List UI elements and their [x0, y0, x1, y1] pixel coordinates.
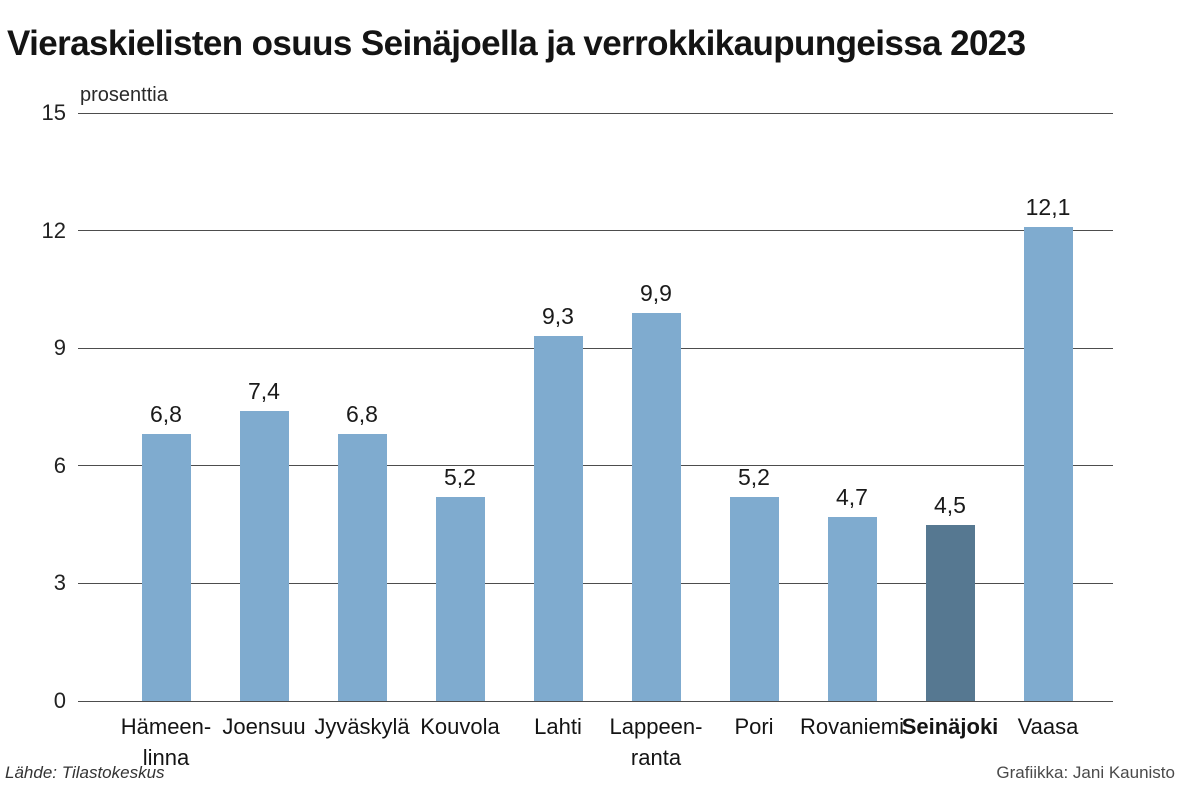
page-title: Vieraskielisten osuus Seinäjoella ja ver… [7, 24, 1026, 64]
y-axis-unit-label: prosenttia [80, 84, 168, 106]
x-axis-category-label: Pori [734, 714, 774, 739]
x-axis-category-label: Hämeen- linna [120, 714, 212, 770]
y-axis-tick-label: 6 [53, 452, 66, 478]
bar-value-label: 7,4 [248, 377, 280, 404]
bar-value-label: 9,3 [542, 303, 574, 330]
y-axis-tick-label: 3 [53, 570, 66, 596]
x-axis-category-label: Lahti [534, 714, 582, 739]
gridline [78, 465, 1113, 467]
bar-value-label: 4,5 [934, 491, 966, 518]
bar-value-label: 5,2 [444, 464, 476, 491]
bar [1023, 226, 1073, 701]
source-note: Lähde: Tilastokeskus [5, 763, 165, 782]
bar-value-label: 12,1 [1025, 193, 1071, 220]
bar [533, 336, 583, 701]
x-axis-category-label: Jyväskylä [314, 714, 410, 739]
x-axis-category-label: Vaasa [1017, 714, 1079, 739]
gridline [78, 582, 1113, 584]
bar-value-label: 6,8 [150, 401, 182, 428]
bar-value-label: 6,8 [346, 401, 378, 428]
bar [239, 410, 289, 701]
bar-value-label: 4,7 [836, 483, 868, 510]
x-axis-category-label: Rovaniemi [800, 714, 904, 739]
x-axis-category-label: Joensuu [222, 714, 306, 739]
bar [631, 312, 681, 701]
plot-area: 6,8 7,4 6,8 5,2 9,3 9,9 5,2 4,7 4,5 12,1 [78, 112, 1113, 702]
gridline [78, 230, 1113, 232]
x-axis-category-label: Seinäjoki [901, 714, 999, 739]
x-axis-category-label: Kouvola [420, 714, 500, 739]
y-axis-tick-label: 0 [53, 688, 66, 713]
bar-value-label: 9,9 [640, 279, 672, 306]
bar-highlighted [925, 524, 975, 701]
y-axis-tick-label: 12 [41, 217, 66, 243]
y-axis-tick-label: 9 [53, 335, 66, 361]
bar [827, 516, 877, 701]
y-axis-tick-label: 15 [41, 100, 66, 125]
bar [435, 497, 485, 701]
bar-value-label: 5,2 [738, 464, 770, 491]
x-axis: Hämeen- linna Joensuu Jyväskylä Kouvola Laht… [78, 711, 1113, 781]
gridline [78, 700, 1113, 702]
credit-note: Grafiikka: Jani Kaunisto [996, 763, 1175, 782]
gridline [78, 112, 1113, 114]
y-axis: 0 3 6 9 12 15 [0, 101, 66, 713]
gridline [78, 347, 1113, 349]
bar [729, 497, 779, 701]
bar [141, 434, 191, 701]
x-axis-category-label: Lappeen- ranta [609, 714, 703, 770]
bar [337, 434, 387, 701]
